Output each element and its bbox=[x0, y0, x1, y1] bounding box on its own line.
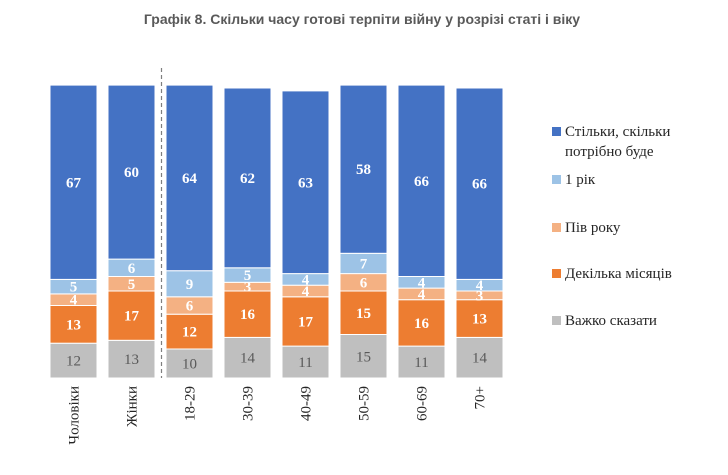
bar-segment-40-49-s4 bbox=[281, 90, 330, 275]
bar-segment-18-29-s4 bbox=[165, 84, 214, 272]
data-label-70-s2: 3 bbox=[476, 288, 484, 304]
data-label-жінки-s3: 6 bbox=[128, 261, 136, 277]
legend-label-2: Пів року bbox=[565, 220, 621, 236]
bars-group: 1213456713175660101269641416356211174463… bbox=[49, 84, 504, 379]
legend-label-3: Декілька місяців bbox=[565, 266, 672, 282]
data-label-70-s1: 13 bbox=[472, 312, 487, 328]
data-label-18-29-s0: 10 bbox=[182, 357, 197, 373]
data-label-60-69-s2: 4 bbox=[418, 287, 426, 303]
bar-segment-60-69-s0 bbox=[397, 345, 446, 379]
legend-marker-3 bbox=[552, 269, 561, 278]
legend-marker-4 bbox=[552, 316, 561, 325]
category-label-18-29: 18-29 bbox=[183, 386, 199, 421]
data-label-18-29-s2: 6 bbox=[186, 299, 194, 315]
data-label-жінки-s1: 17 bbox=[124, 309, 140, 325]
category-label-70: 70+ bbox=[473, 386, 489, 409]
legend-label-0: Стільки, скільки потрібно буде bbox=[565, 124, 670, 160]
data-label-30-39-s3: 5 bbox=[244, 268, 252, 284]
bar-segment-70-s1 bbox=[455, 299, 504, 338]
chart-title: Графік 8. Скільки часу готові терпіти ві… bbox=[144, 11, 580, 27]
data-label-чоловіки-s1: 13 bbox=[66, 317, 81, 333]
bar-segment-30-39-s4 bbox=[223, 87, 272, 269]
data-label-60-69-s0: 11 bbox=[414, 355, 428, 371]
data-label-40-49-s1: 17 bbox=[298, 314, 314, 330]
bar-segment-50-59-s4 bbox=[339, 84, 388, 254]
data-label-60-69-s1: 16 bbox=[414, 316, 430, 332]
bar-segment-50-59-s1 bbox=[339, 290, 388, 335]
data-label-40-49-s4: 63 bbox=[298, 175, 313, 191]
data-label-60-69-s4: 66 bbox=[414, 174, 430, 190]
category-label-60-69: 60-69 bbox=[415, 386, 431, 421]
bar-segment-чоловіки-s0 bbox=[49, 342, 98, 379]
data-label-50-59-s4: 58 bbox=[356, 162, 371, 178]
data-label-70-s0: 14 bbox=[472, 351, 488, 367]
data-label-30-39-s2: 3 bbox=[244, 280, 252, 296]
data-label-жінки-s4: 60 bbox=[124, 165, 139, 181]
legend-label-1: 1 рік bbox=[565, 172, 596, 188]
data-label-жінки-s0: 13 bbox=[124, 352, 139, 368]
data-label-18-29-s1: 12 bbox=[182, 325, 197, 341]
data-label-чоловіки-s3: 5 bbox=[70, 280, 78, 296]
data-label-40-49-s3: 4 bbox=[302, 272, 310, 288]
category-label-30-39: 30-39 bbox=[241, 386, 257, 421]
data-label-18-29-s4: 64 bbox=[182, 171, 198, 187]
legend: Стільки, скільки потрібно буде 1 рік Пів ро… bbox=[552, 124, 672, 329]
category-label-жінки: Жінки bbox=[125, 386, 141, 427]
bar-segment-18-29-s3 bbox=[165, 270, 214, 298]
data-label-70-s3: 4 bbox=[476, 278, 484, 294]
data-label-50-59-s0: 15 bbox=[356, 349, 371, 365]
data-label-30-39-s0: 14 bbox=[240, 351, 256, 367]
data-label-50-59-s2: 6 bbox=[360, 275, 368, 291]
data-label-50-59-s3: 7 bbox=[360, 256, 368, 272]
category-labels-group: Чоловіки Жінки 18-29 30-39 40-49 50-59 60-69 70… bbox=[67, 386, 489, 445]
bar-segment-чоловіки-s1 bbox=[49, 305, 98, 344]
bar-segment-70-s4 bbox=[455, 87, 504, 280]
data-label-18-29-s3: 9 bbox=[186, 277, 194, 293]
data-label-чоловіки-s2: 4 bbox=[70, 293, 78, 309]
data-label-чоловіки-s4: 67 bbox=[66, 175, 82, 191]
bar-segment-50-59-s0 bbox=[339, 334, 388, 379]
category-label-40-49: 40-49 bbox=[299, 386, 315, 421]
category-label-50-59: 50-59 bbox=[357, 386, 373, 421]
bar-segment-жінки-s4 bbox=[107, 84, 156, 260]
data-label-жінки-s2: 5 bbox=[128, 277, 136, 293]
legend-label-4: Важко сказати bbox=[565, 313, 657, 329]
category-label-чоловіки: Чоловіки bbox=[67, 386, 83, 445]
legend-marker-2 bbox=[552, 223, 561, 232]
data-label-50-59-s1: 15 bbox=[356, 306, 371, 322]
data-label-чоловіки-s0: 12 bbox=[66, 354, 81, 370]
data-label-30-39-s4: 62 bbox=[240, 171, 255, 187]
legend-marker-1 bbox=[552, 175, 561, 184]
legend-marker-0 bbox=[552, 127, 561, 136]
data-label-40-49-s2: 4 bbox=[302, 284, 310, 300]
data-label-60-69-s3: 4 bbox=[418, 275, 426, 291]
data-label-40-49-s0: 11 bbox=[298, 355, 312, 371]
data-label-30-39-s1: 16 bbox=[240, 307, 256, 323]
bar-segment-30-39-s0 bbox=[223, 336, 272, 379]
bar-segment-чоловіки-s4 bbox=[49, 84, 98, 280]
bar-segment-30-39-s1 bbox=[223, 290, 272, 338]
data-label-70-s4: 66 bbox=[472, 177, 488, 193]
bar-segment-60-69-s4 bbox=[397, 84, 446, 277]
